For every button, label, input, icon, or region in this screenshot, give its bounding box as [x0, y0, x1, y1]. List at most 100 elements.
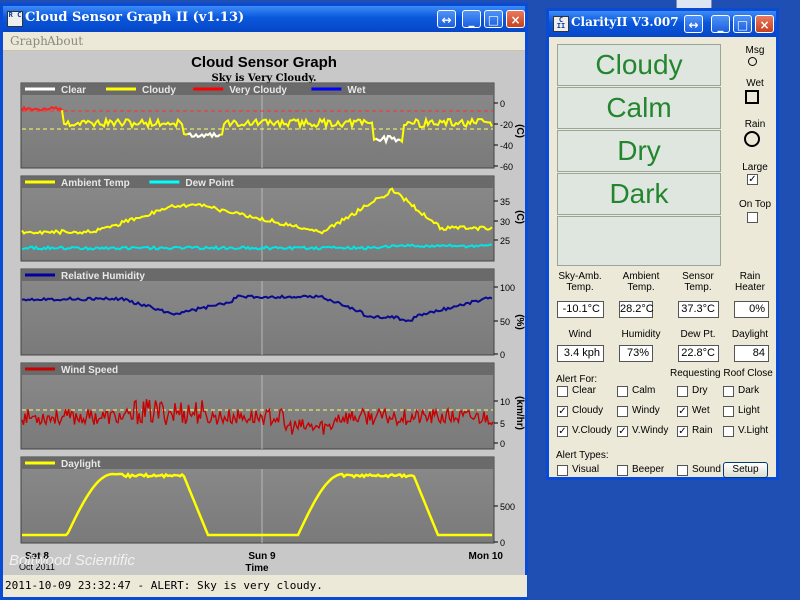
- alert-checkbox-calm[interactable]: [617, 386, 628, 397]
- sensor-plots: Clear Cloudy Very Cloudy Wet 0 -20 -40 -60 (C) Am…: [9, 82, 525, 574]
- plot-panel-3: [20, 268, 495, 356]
- graph-area: Cloud Sensor Graph Sky is Very Cloudy. C…: [3, 51, 525, 575]
- ontop-checkbox[interactable]: [747, 212, 758, 223]
- alert-checkbox-rain[interactable]: ✓: [677, 426, 688, 437]
- alert-type-label: Sound: [692, 464, 721, 475]
- clarity-close-icon[interactable]: ×: [755, 15, 774, 33]
- y-tick-label: -40: [500, 141, 513, 151]
- clarity-minimize-icon[interactable]: _: [711, 15, 730, 33]
- minimize-icon[interactable]: _: [462, 10, 481, 28]
- legend-bar-3: [22, 270, 493, 281]
- y-tick-label: 0: [500, 538, 505, 548]
- clarity-window: C II ClarityII V3.007 ↔ _ □ × Cloudy Cal…: [546, 8, 779, 480]
- clarity-maximize-icon[interactable]: □: [733, 15, 752, 33]
- setup-button[interactable]: Setup: [723, 462, 768, 478]
- sensor-temp-value: 37.3°C: [678, 301, 719, 318]
- alert-type-visual[interactable]: [557, 465, 568, 476]
- alert-checkbox-light[interactable]: [723, 406, 734, 417]
- alert-checkbox-dry[interactable]: [677, 386, 688, 397]
- clear-series: [375, 134, 401, 145]
- clarity-swap-icon[interactable]: ↔: [684, 15, 703, 33]
- graph-window: R C Cloud Sensor Graph II (v1.13) ↔ _ □ …: [0, 3, 528, 600]
- wind-label: Wind: [568, 329, 592, 340]
- alert-checkbox-v-light[interactable]: [723, 426, 734, 437]
- requesting-label: Requesting Roof Close: [670, 368, 773, 379]
- plot-panel-5: [20, 456, 495, 544]
- maximize-icon[interactable]: □: [484, 10, 503, 28]
- alert-checkbox-label: Wet: [692, 405, 710, 416]
- large-checkbox[interactable]: ✓: [747, 174, 758, 185]
- very-cloudy-series: [21, 105, 65, 124]
- rain-label: Rain: [744, 119, 766, 130]
- graph-titlebar[interactable]: R C Cloud Sensor Graph II (v1.13) ↔ _ □ …: [3, 6, 525, 32]
- condition-cloud: Cloudy: [557, 44, 721, 86]
- condition-rain: Dry: [557, 130, 721, 172]
- rain-heater-value: 0%: [734, 301, 769, 318]
- swap-icon[interactable]: ↔: [437, 10, 456, 28]
- alert-type-sound[interactable]: [677, 465, 688, 476]
- alert-checkbox-clear[interactable]: [557, 386, 568, 397]
- y-tick-label: -60: [500, 162, 513, 172]
- alert-checkbox-dark[interactable]: [723, 386, 734, 397]
- alert-checkbox-label: Cloudy: [572, 405, 604, 416]
- alert-type-label: Visual: [572, 464, 600, 475]
- alert-for-label: Alert For:: [556, 374, 598, 385]
- y-tick-label: 50: [500, 317, 510, 327]
- legend-label: Wind Speed: [61, 365, 118, 376]
- legend-bar-2: [22, 177, 493, 188]
- alert-checkbox-label: Calm: [632, 385, 656, 396]
- humidity-series: [21, 294, 493, 323]
- y-tick-label: 25: [500, 236, 510, 246]
- x-axis-label: Time: [245, 563, 269, 574]
- legend-label: Dew Point: [185, 178, 234, 189]
- app-icon: R C: [7, 11, 23, 27]
- daylight-series: [22, 472, 492, 537]
- large-label: Large: [742, 162, 768, 173]
- menubar: Graph About: [3, 32, 525, 51]
- alert-checkbox-label: Rain: [692, 425, 713, 436]
- clarity-title: ClarityII V3.007: [571, 15, 679, 29]
- ambient-temp-series: [21, 187, 493, 236]
- alert-type-label: Beeper: [632, 464, 665, 475]
- legend-bar-5: [22, 458, 493, 469]
- menu-graph[interactable]: Graph: [10, 34, 48, 48]
- alert-type-beeper[interactable]: [617, 465, 628, 476]
- close-icon[interactable]: ×: [506, 10, 525, 28]
- dew-point-label: Dew Pt.: [680, 329, 716, 340]
- sky-ambient-temp-label: Sky-Amb. Temp.: [558, 271, 602, 293]
- legend-label: Relative Humidity: [61, 271, 145, 282]
- y-unit-label: (C): [514, 210, 525, 224]
- condition-blank: [557, 216, 721, 266]
- alert-checkbox-cloudy[interactable]: ✓: [557, 406, 568, 417]
- dew-point-value: 22.8°C: [678, 345, 719, 362]
- legend-bar-4: [22, 364, 493, 375]
- daylight-label: Daylight: [731, 329, 769, 340]
- clarity-titlebar[interactable]: C II ClarityII V3.007 ↔ _ □ ×: [549, 11, 776, 37]
- x-tick-label: Sun 9: [248, 551, 276, 562]
- humidity-value: 73%: [619, 345, 653, 362]
- y-tick-label: 35: [500, 197, 510, 207]
- alert-checkbox-label: Windy: [632, 405, 660, 416]
- alert-checkbox-label: Clear: [572, 385, 596, 396]
- legend-label: Cloudy: [142, 85, 176, 96]
- alert-checkbox-v-cloudy[interactable]: ✓: [557, 426, 568, 437]
- alert-checkbox-label: Light: [738, 405, 760, 416]
- legend-label: Clear: [61, 85, 86, 96]
- alert-checkbox-wet[interactable]: ✓: [677, 406, 688, 417]
- y-tick-label: -20: [500, 120, 513, 130]
- window-title: Cloud Sensor Graph II (v1.13): [25, 10, 245, 25]
- msg-label: Msg: [745, 45, 765, 56]
- alert-checkbox-windy[interactable]: [617, 406, 628, 417]
- status-bar: 2011-10-09 23:32:47 - ALERT: Sky is very…: [3, 575, 527, 597]
- wet-label: Wet: [746, 78, 764, 89]
- plot-panel-4: [20, 362, 495, 450]
- alert-checkbox-v-windy[interactable]: ✓: [617, 426, 628, 437]
- graph-subheading: Sky is Very Cloudy.: [211, 73, 317, 84]
- condition-wind: Calm: [557, 87, 721, 129]
- menu-about[interactable]: About: [47, 34, 84, 48]
- x-tick-label: Sat 8: [25, 551, 49, 562]
- legend-label: Ambient Temp: [61, 178, 130, 189]
- alert-types-label: Alert Types:: [556, 450, 609, 461]
- alert-checkbox-label: Dark: [738, 385, 760, 396]
- y-tick-label: 5: [500, 419, 505, 429]
